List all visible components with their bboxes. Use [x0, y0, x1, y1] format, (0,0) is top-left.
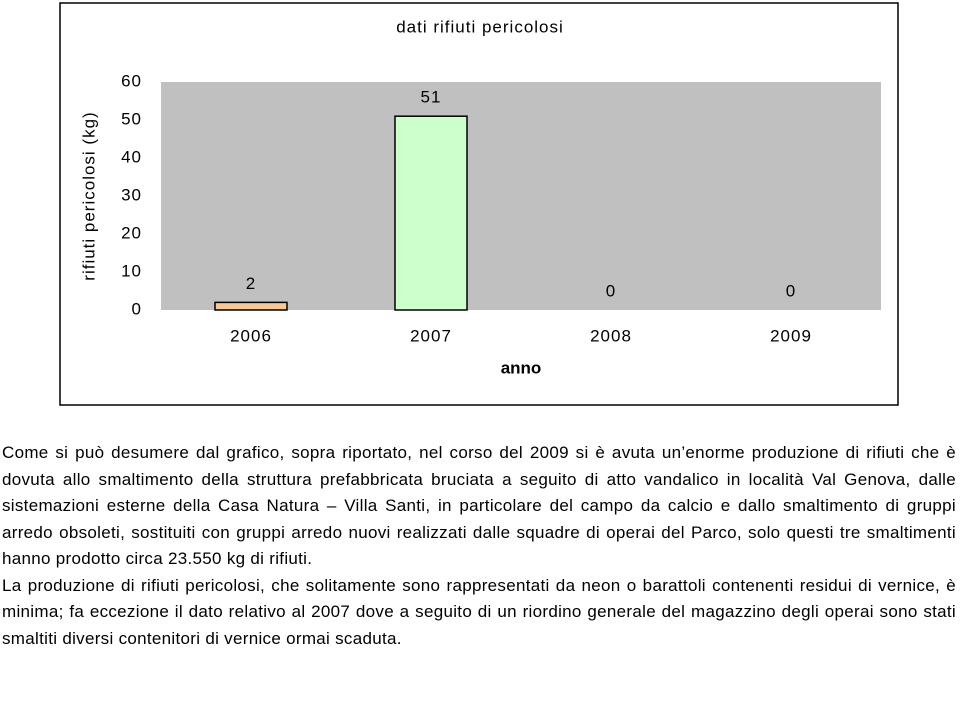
- y-tick-label: 10: [121, 261, 142, 280]
- value-label: 51: [421, 88, 442, 107]
- x-tick-label: 2009: [770, 326, 812, 345]
- value-label: 2: [246, 274, 256, 293]
- x-tick-label: 2008: [590, 326, 632, 345]
- chart-title: dati rifiuti pericolosi: [396, 17, 564, 36]
- y-tick-label: 0: [132, 299, 142, 318]
- plot-area: [161, 82, 881, 310]
- y-tick-label: 20: [121, 223, 142, 242]
- paragraph: Come si può desumere dal grafico, sopra …: [2, 443, 956, 568]
- paragraph: La produzione di rifiuti pericolosi, che…: [2, 575, 956, 648]
- y-axis-label: rifiuti pericolosi (kg): [79, 111, 98, 280]
- x-tick-label: 2007: [410, 326, 452, 345]
- y-tick-label: 60: [121, 71, 142, 90]
- bar: [214, 301, 288, 311]
- chart: dati rifiuti pericolosi rifiuti pericolo…: [59, 2, 899, 406]
- y-tick-label: 30: [121, 185, 142, 204]
- bar: [394, 115, 468, 311]
- y-tick-label: 50: [121, 109, 142, 128]
- value-label: 0: [606, 281, 616, 300]
- x-tick-label: 2006: [230, 326, 272, 345]
- y-tick-label: 40: [121, 147, 142, 166]
- x-axis-label: anno: [501, 358, 542, 377]
- value-label: 0: [786, 281, 796, 300]
- body-text: Come si può desumere dal grafico, sopra …: [2, 440, 956, 652]
